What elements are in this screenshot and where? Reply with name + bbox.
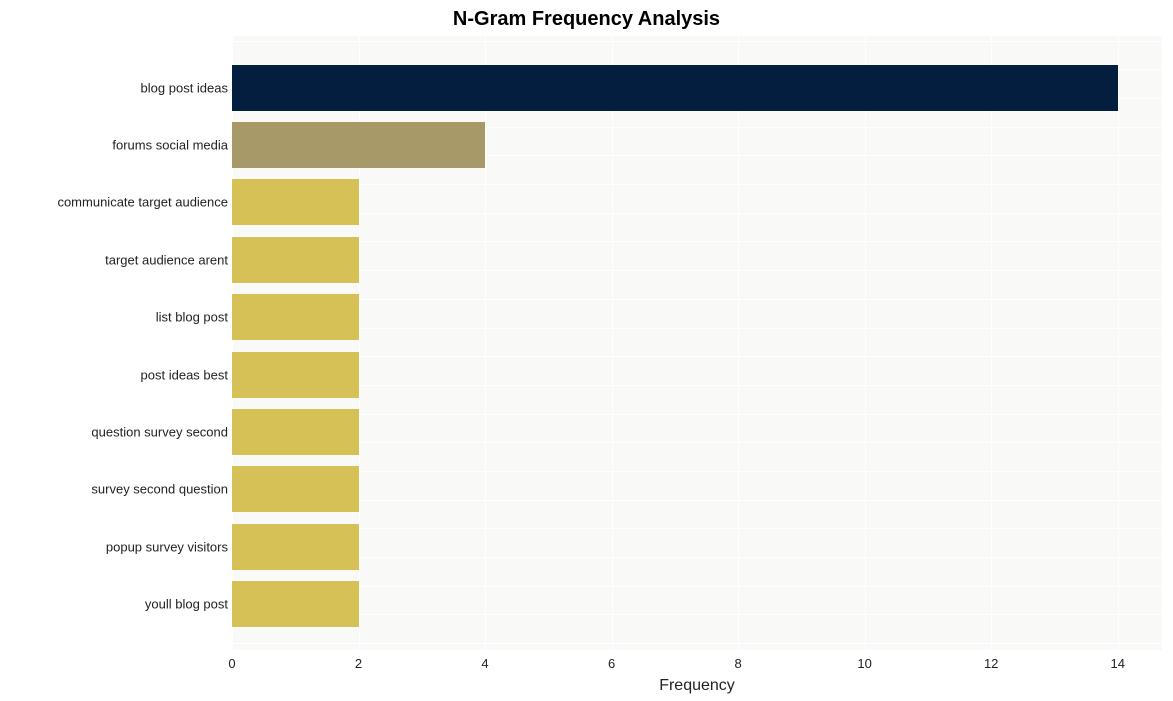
bar [232, 466, 359, 512]
gridline-horizontal [232, 643, 1162, 644]
x-tick-label: 8 [734, 656, 741, 671]
x-tick-label: 4 [481, 656, 488, 671]
y-tick-label: blog post ideas [141, 80, 228, 95]
y-tick-label: popup survey visitors [106, 539, 228, 554]
gridline-horizontal [232, 356, 1162, 357]
y-tick-label: question survey second [91, 424, 228, 439]
gridline-horizontal [232, 500, 1162, 501]
bar [232, 409, 359, 455]
bar [232, 65, 1118, 111]
x-axis-label: Frequency [232, 677, 1162, 695]
x-tick-label: 6 [608, 656, 615, 671]
gridline-horizontal [232, 299, 1162, 300]
y-tick-label: forums social media [112, 138, 228, 153]
bar [232, 122, 485, 168]
x-tick-label: 2 [355, 656, 362, 671]
y-tick-label: survey second question [91, 482, 228, 497]
bar [232, 179, 359, 225]
chart-title: N-Gram Frequency Analysis [0, 8, 1173, 31]
bar [232, 294, 359, 340]
gridline-horizontal [232, 528, 1162, 529]
gridline-horizontal [232, 471, 1162, 472]
x-tick-label: 0 [228, 656, 235, 671]
y-tick-label: list blog post [156, 310, 228, 325]
bar [232, 352, 359, 398]
y-tick-label: youll blog post [145, 597, 228, 612]
gridline-horizontal [232, 586, 1162, 587]
x-tick-label: 14 [1110, 656, 1124, 671]
y-tick-label: post ideas best [141, 367, 228, 382]
chart-container: N-Gram Frequency Analysis Frequency 0 2 4 6… [0, 0, 1173, 701]
gridline-horizontal [232, 241, 1162, 242]
gridline-horizontal [232, 184, 1162, 185]
gridline-horizontal [232, 213, 1162, 214]
gridline-horizontal [232, 557, 1162, 558]
gridline-horizontal [232, 270, 1162, 271]
plot-area [232, 36, 1162, 650]
bar [232, 581, 359, 627]
bar [232, 237, 359, 283]
y-tick-label: target audience arent [105, 252, 228, 267]
x-tick-label: 10 [857, 656, 871, 671]
x-tick-label: 12 [984, 656, 998, 671]
gridline-horizontal [232, 614, 1162, 615]
gridline-horizontal [232, 442, 1162, 443]
gridline-horizontal [232, 328, 1162, 329]
bar [232, 524, 359, 570]
gridline-horizontal [232, 41, 1162, 42]
gridline-horizontal [232, 414, 1162, 415]
y-tick-label: communicate target audience [57, 195, 228, 210]
gridline-horizontal [232, 385, 1162, 386]
